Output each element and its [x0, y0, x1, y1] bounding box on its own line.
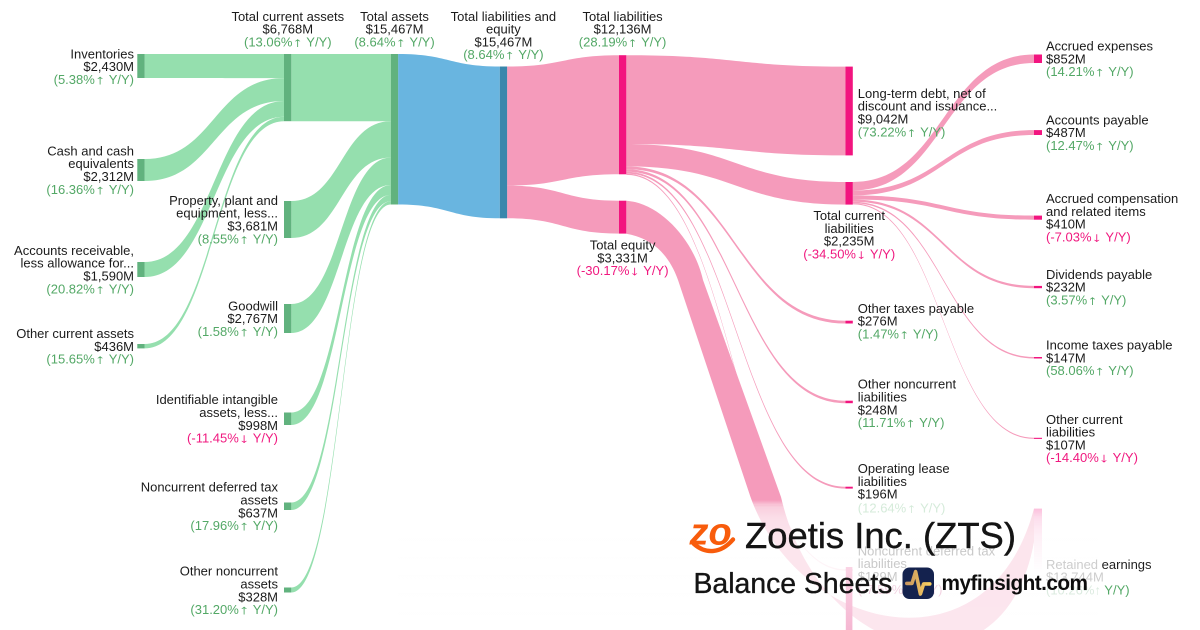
- svg-text:liabilities: liabilities: [825, 221, 875, 236]
- svg-text:(28.19%↑ Y/Y): (28.19%↑ Y/Y): [579, 34, 667, 49]
- svg-text:(58.06%↑ Y/Y): (58.06%↑ Y/Y): [1046, 363, 1134, 378]
- svg-text:(-7.03%↓ Y/Y): (-7.03%↓ Y/Y): [1046, 230, 1131, 245]
- svg-text:(-14.40%↓ Y/Y): (-14.40%↓ Y/Y): [1046, 450, 1138, 465]
- svg-text:Accounts receivable,: Accounts receivable,: [14, 243, 134, 258]
- svg-text:Total current: Total current: [813, 208, 885, 223]
- svg-text:liabilities: liabilities: [858, 390, 908, 405]
- svg-text:Other noncurrent: Other noncurrent: [858, 377, 957, 392]
- svg-text:Other current: Other current: [1046, 412, 1123, 427]
- svg-text:(17.96%↑ Y/Y): (17.96%↑ Y/Y): [190, 518, 278, 533]
- svg-text:$2,430M: $2,430M: [83, 59, 134, 74]
- svg-text:(14.21%↑ Y/Y): (14.21%↑ Y/Y): [1046, 64, 1134, 79]
- svg-text:Accounts payable: Accounts payable: [1046, 112, 1149, 127]
- svg-text:Identifiable intangible: Identifiable intangible: [156, 392, 278, 407]
- svg-text:(-34.50%↓ Y/Y): (-34.50%↓ Y/Y): [803, 246, 895, 261]
- svg-text:$410M: $410M: [1046, 217, 1086, 232]
- svg-text:equivalents: equivalents: [68, 156, 134, 171]
- svg-text:Dividends payable: Dividends payable: [1046, 267, 1152, 282]
- svg-text:Total equity: Total equity: [590, 238, 656, 253]
- svg-text:Accrued compensation: Accrued compensation: [1046, 191, 1178, 206]
- svg-text:liabilities: liabilities: [858, 556, 908, 571]
- svg-text:Total liabilities and: Total liabilities and: [451, 9, 557, 24]
- svg-text:(11.71%↑ Y/Y): (11.71%↑ Y/Y): [858, 415, 945, 430]
- svg-text:(8.55%↑ Y/Y): (8.55%↑ Y/Y): [198, 231, 278, 246]
- svg-text:liabilities: liabilities: [858, 474, 908, 489]
- svg-text:$9,042M: $9,042M: [858, 112, 909, 127]
- svg-text:$436M: $436M: [94, 339, 134, 354]
- svg-text:$3,681M: $3,681M: [227, 219, 278, 234]
- svg-text:(5.38%↑ Y/Y): (5.38%↑ Y/Y): [54, 72, 134, 87]
- svg-text:(31.20%↑ Y/Y): (31.20%↑ Y/Y): [190, 602, 278, 617]
- svg-text:Other current assets: Other current assets: [16, 326, 134, 341]
- svg-text:(8.64%↑ Y/Y): (8.64%↑ Y/Y): [463, 47, 543, 62]
- svg-text:(12.64%↑ Y/Y): (12.64%↑ Y/Y): [858, 501, 946, 516]
- svg-text:$232M: $232M: [1046, 280, 1086, 295]
- svg-text:Other noncurrent: Other noncurrent: [180, 564, 279, 579]
- svg-text:$248M: $248M: [858, 402, 898, 417]
- svg-text:Income taxes payable: Income taxes payable: [1046, 338, 1172, 353]
- svg-text:Cash and cash: Cash and cash: [47, 143, 134, 158]
- svg-text:(1.58%↑ Y/Y): (1.58%↑ Y/Y): [198, 324, 278, 339]
- svg-text:Goodwill: Goodwill: [228, 298, 278, 313]
- svg-text:$2,312M: $2,312M: [83, 169, 134, 184]
- svg-text:$15,467M: $15,467M: [366, 22, 424, 37]
- svg-text:Noncurrent deferred tax: Noncurrent deferred tax: [858, 543, 996, 558]
- svg-text:$852M: $852M: [1046, 51, 1086, 66]
- svg-text:$13,744M: $13,744M: [1046, 570, 1104, 585]
- svg-text:$487M: $487M: [1046, 125, 1086, 140]
- svg-text:$147M: $147M: [1046, 350, 1086, 365]
- svg-text:less allowance for...: less allowance for...: [21, 256, 134, 271]
- svg-text:(10.26%↑ Y/Y): (10.26%↑ Y/Y): [1046, 582, 1130, 597]
- svg-text:Inventories: Inventories: [70, 46, 134, 61]
- svg-text:Property, plant and: Property, plant and: [169, 193, 278, 208]
- svg-text:$3,331M: $3,331M: [597, 250, 648, 265]
- svg-text:assets: assets: [240, 493, 278, 508]
- svg-text:(15.65%↑ Y/Y): (15.65%↑ Y/Y): [46, 352, 134, 367]
- svg-text:discount and issuance...: discount and issuance...: [858, 99, 997, 114]
- svg-text:$2,235M: $2,235M: [824, 234, 875, 249]
- svg-text:myfinsight.com: myfinsight.com: [942, 572, 1088, 595]
- svg-text:$129M: $129M: [858, 569, 898, 584]
- svg-text:Noncurrent deferred tax: Noncurrent deferred tax: [141, 480, 279, 495]
- svg-text:(73.22%↑ Y/Y): (73.22%↑ Y/Y): [858, 124, 946, 139]
- svg-text:$107M: $107M: [1046, 437, 1086, 452]
- svg-text:equipment, less...: equipment, less...: [176, 206, 278, 221]
- svg-text:$12,136M: $12,136M: [594, 22, 652, 37]
- svg-text:$1,590M: $1,590M: [83, 269, 134, 284]
- svg-text:(-11.45%↓ Y/Y): (-11.45%↓ Y/Y): [187, 431, 278, 446]
- svg-text:Long-term debt, net of: Long-term debt, net of: [858, 86, 986, 101]
- svg-text:Total current assets: Total current assets: [231, 9, 344, 24]
- svg-text:(12.47%↑ Y/Y): (12.47%↑ Y/Y): [1046, 138, 1134, 153]
- svg-text:$15,467M: $15,467M: [474, 34, 532, 49]
- svg-text:(3.57%↑ Y/Y): (3.57%↑ Y/Y): [1046, 292, 1126, 307]
- svg-text:$6,768M: $6,768M: [263, 22, 314, 37]
- svg-text:assets: assets: [240, 577, 278, 592]
- svg-text:(13.06%↑ Y/Y): (13.06%↑ Y/Y): [244, 34, 332, 49]
- svg-text:(20.82%↑ Y/Y): (20.82%↑ Y/Y): [46, 281, 134, 296]
- svg-text:$276M: $276M: [858, 314, 898, 329]
- svg-text:assets, less...: assets, less...: [199, 405, 278, 420]
- svg-text:(8.64%↑ Y/Y): (8.64%↑ Y/Y): [354, 34, 434, 49]
- svg-text:(1.47%↑ Y/Y): (1.47%↑ Y/Y): [858, 326, 938, 341]
- svg-text:liabilities: liabilities: [1046, 425, 1096, 440]
- svg-text:Balance Sheets: Balance Sheets: [694, 568, 893, 600]
- svg-text:equity: equity: [486, 22, 521, 37]
- svg-text:Operating lease: Operating lease: [858, 461, 950, 476]
- svg-text:Retained earnings: Retained earnings: [1046, 557, 1152, 572]
- svg-text:Total assets: Total assets: [360, 9, 429, 24]
- svg-text:Other taxes payable: Other taxes payable: [858, 301, 974, 316]
- svg-text:(-30.17%↓ Y/Y): (-30.17%↓ Y/Y): [577, 263, 669, 278]
- svg-text:Total liabilities: Total liabilities: [582, 9, 663, 24]
- svg-text:$196M: $196M: [858, 487, 898, 502]
- svg-text:Zoetis Inc. (ZTS): Zoetis Inc. (ZTS): [745, 515, 1016, 556]
- svg-text:Accrued expenses: Accrued expenses: [1046, 39, 1153, 54]
- svg-text:$998M: $998M: [238, 418, 278, 433]
- svg-text:and related items: and related items: [1046, 204, 1146, 219]
- svg-text:$637M: $637M: [238, 505, 278, 520]
- svg-text:$2,767M: $2,767M: [227, 311, 278, 326]
- svg-text:$328M: $328M: [238, 589, 278, 604]
- svg-text:(16.36%↑ Y/Y): (16.36%↑ Y/Y): [46, 182, 134, 197]
